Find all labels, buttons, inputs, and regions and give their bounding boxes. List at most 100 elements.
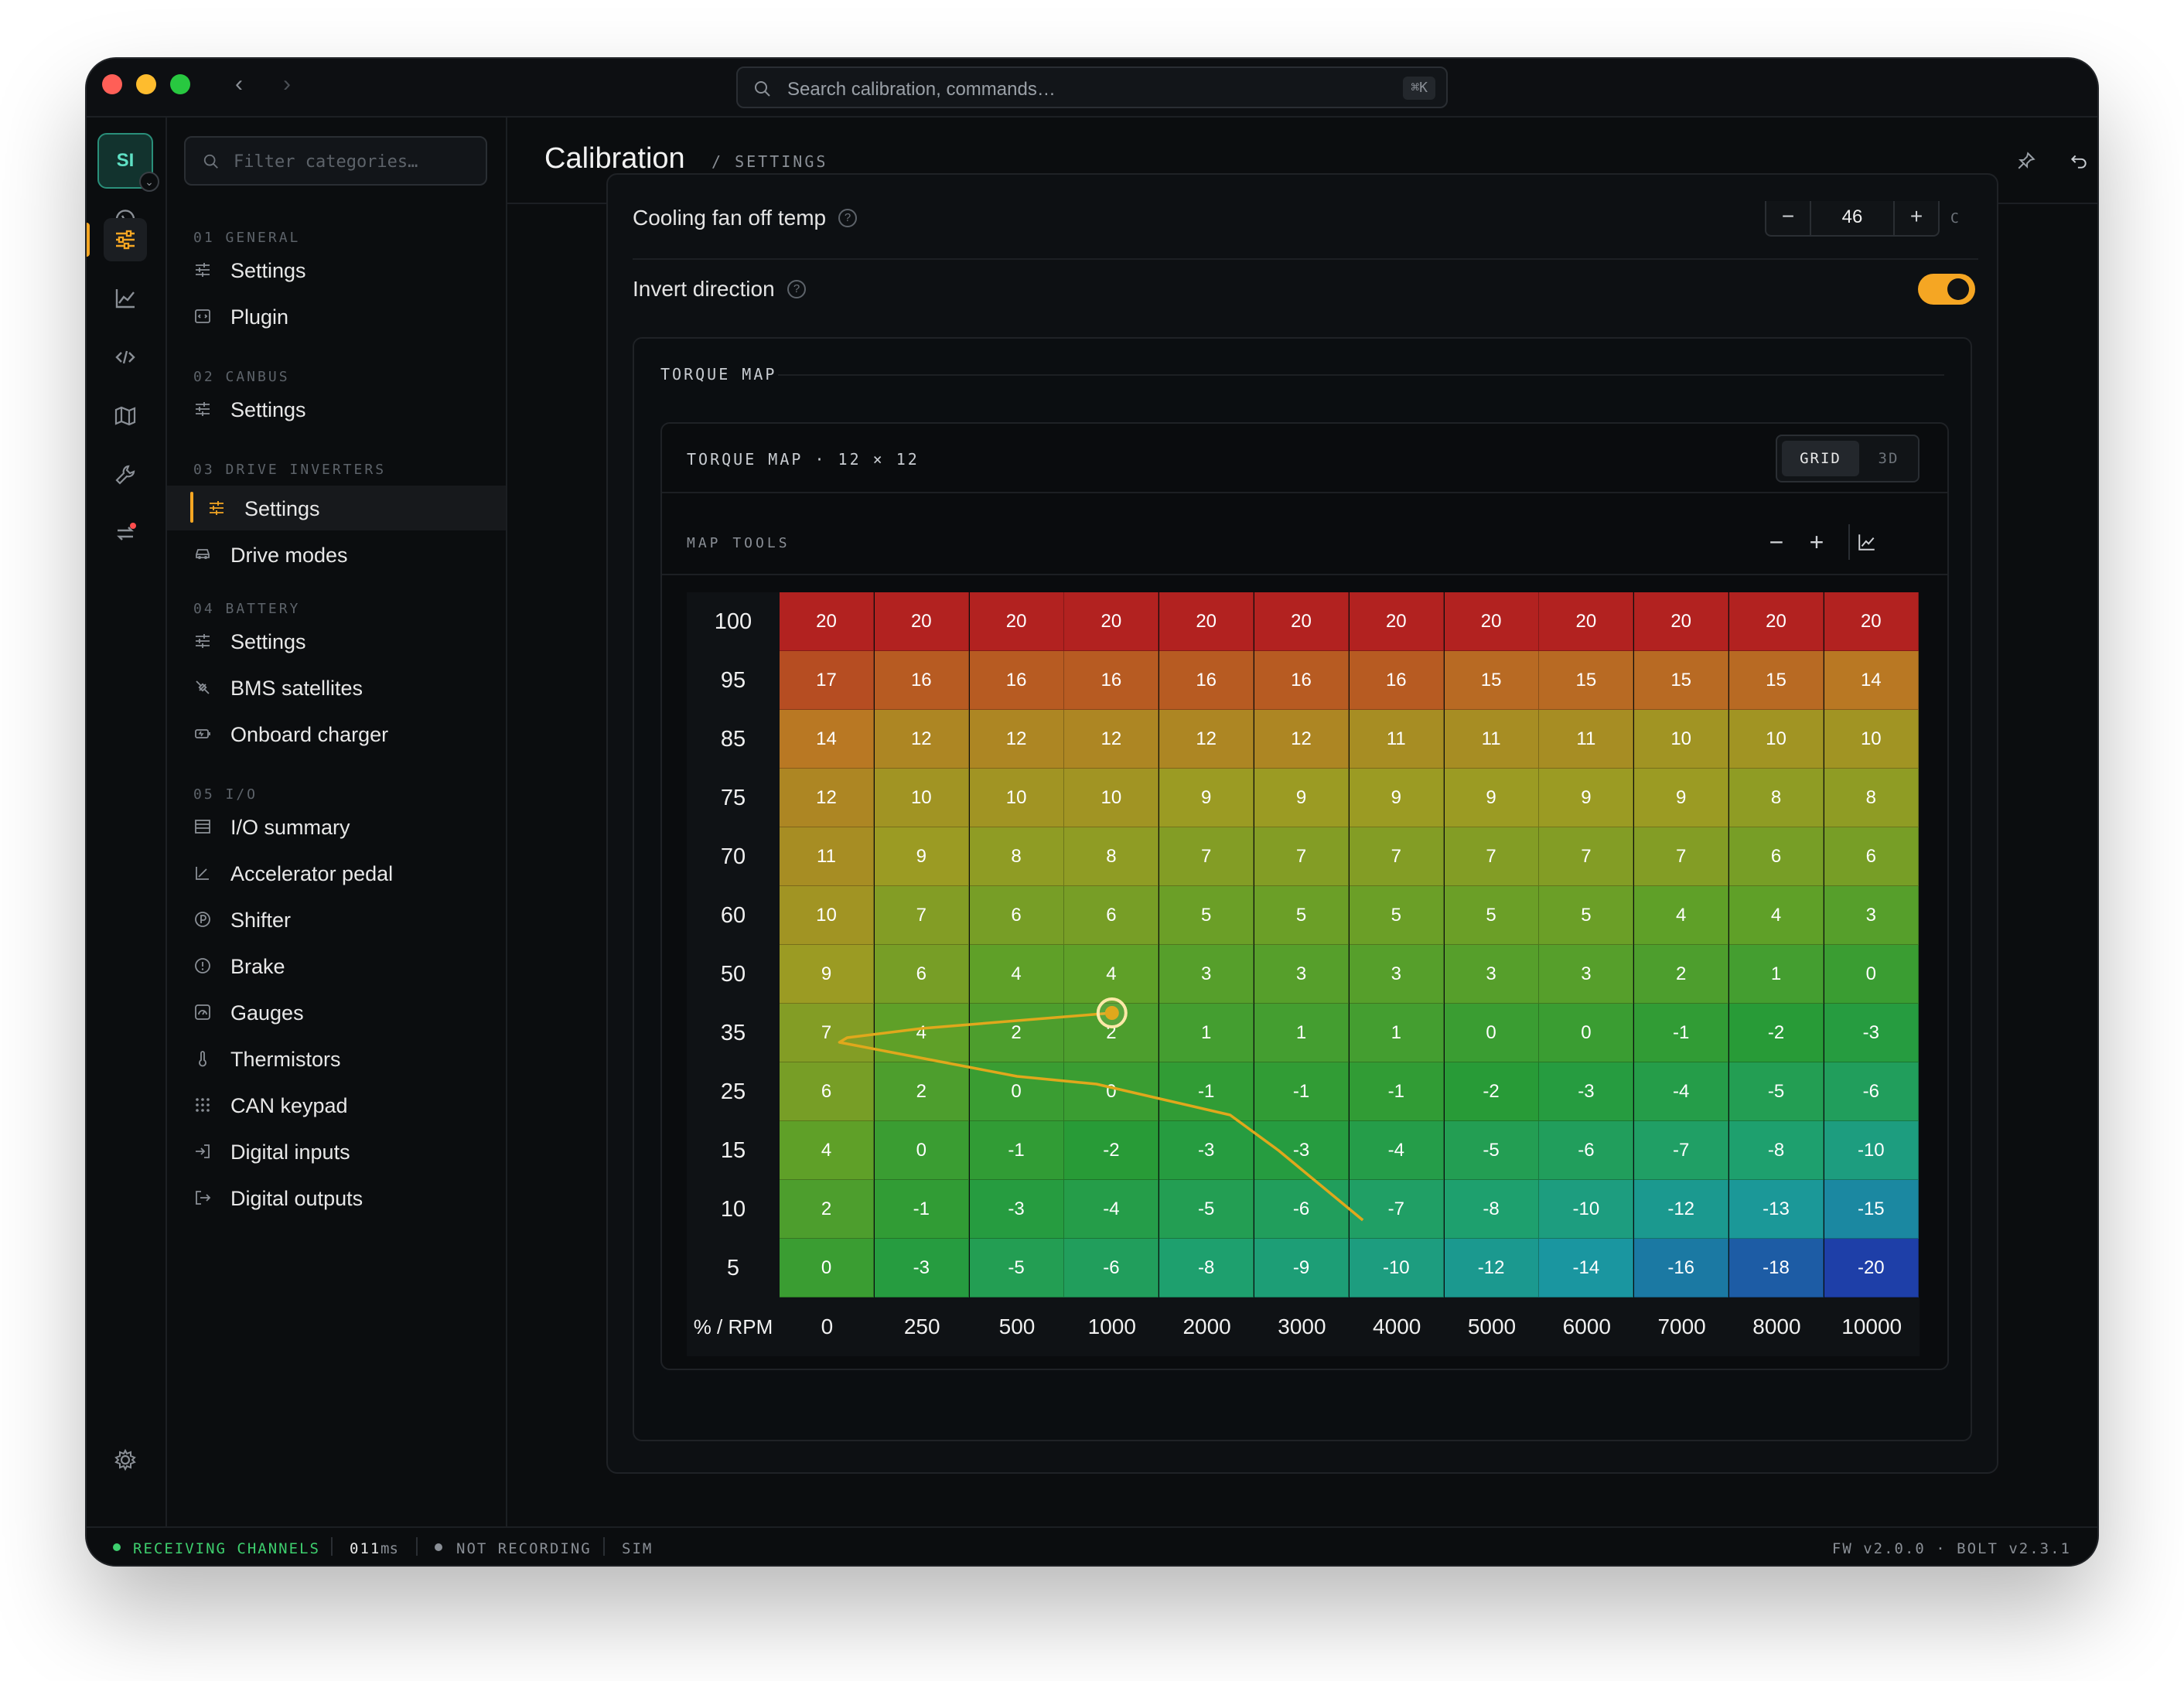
breadcrumb[interactable]: / SETTINGS (712, 152, 828, 171)
torque-cell[interactable]: -5 (1444, 1121, 1539, 1180)
torque-cell[interactable]: -4 (1634, 1062, 1729, 1121)
sidebar-item-digital-outputs[interactable]: Digital outputs (167, 1175, 506, 1220)
torque-cell[interactable]: -1 (1254, 1062, 1349, 1121)
torque-cell[interactable]: -7 (1634, 1121, 1729, 1180)
torque-cell[interactable]: -8 (1159, 1239, 1254, 1297)
minimize-window-button[interactable] (136, 74, 156, 94)
torque-cell[interactable]: 20 (874, 592, 969, 651)
avatar[interactable]: SI (97, 133, 153, 189)
torque-cell[interactable]: 16 (1254, 651, 1349, 710)
torque-cell[interactable]: 11 (780, 827, 874, 886)
rail-code-button[interactable] (104, 336, 147, 379)
sidebar-item-general-settings[interactable]: Settings (167, 247, 506, 292)
torque-cell[interactable]: 20 (1159, 592, 1254, 651)
increment-button[interactable]: + (1909, 204, 1923, 228)
close-window-button[interactable] (102, 74, 122, 94)
torque-cell[interactable]: 20 (1254, 592, 1349, 651)
torque-cell[interactable]: 4 (969, 945, 1064, 1004)
torque-cell[interactable]: 6 (1824, 827, 1919, 886)
torque-cell[interactable]: 9 (1349, 769, 1444, 827)
torque-cell[interactable]: -6 (1539, 1121, 1634, 1180)
sidebar-item-digital-inputs[interactable]: Digital inputs (167, 1129, 506, 1174)
torque-cell[interactable]: 7 (1349, 827, 1444, 886)
torque-cell[interactable]: 9 (1634, 769, 1729, 827)
torque-cell[interactable]: 12 (1064, 710, 1159, 769)
torque-cell[interactable]: -16 (1634, 1239, 1729, 1297)
torque-cell[interactable]: 20 (780, 592, 874, 651)
torque-cell[interactable]: 6 (969, 886, 1064, 945)
chart-view-button[interactable] (1848, 524, 1884, 560)
torque-cell[interactable]: 2 (780, 1180, 874, 1239)
torque-cell[interactable]: 9 (1159, 769, 1254, 827)
fan-off-temp-stepper[interactable]: − 46 + (1765, 201, 1940, 237)
torque-cell[interactable]: 2 (1064, 1004, 1159, 1062)
sidebar-item-inverter-settings[interactable]: Settings (167, 486, 506, 530)
torque-cell[interactable]: 1 (1729, 945, 1824, 1004)
torque-cell[interactable]: 7 (1444, 827, 1539, 886)
torque-cell[interactable]: -7 (1349, 1180, 1444, 1239)
torque-cell[interactable]: -10 (1349, 1239, 1444, 1297)
torque-cell[interactable]: 20 (1349, 592, 1444, 651)
torque-cell[interactable]: -1 (1159, 1062, 1254, 1121)
torque-cell[interactable]: 1 (1159, 1004, 1254, 1062)
command-search[interactable]: Search calibration, commands… ⌘K (736, 66, 1448, 108)
torque-cell[interactable]: 9 (1444, 769, 1539, 827)
torque-cell[interactable]: 0 (1539, 1004, 1634, 1062)
torque-cell[interactable]: 4 (874, 1004, 969, 1062)
torque-cell[interactable]: 20 (1064, 592, 1159, 651)
torque-cell[interactable]: -10 (1539, 1180, 1634, 1239)
torque-cell[interactable]: 8 (1729, 769, 1824, 827)
torque-cell[interactable]: 16 (874, 651, 969, 710)
torque-cell[interactable]: 11 (1539, 710, 1634, 769)
zoom-window-button[interactable] (170, 74, 190, 94)
torque-cell[interactable]: 5 (1159, 886, 1254, 945)
torque-cell[interactable]: 2 (969, 1004, 1064, 1062)
torque-cell[interactable]: 7 (874, 886, 969, 945)
torque-cell[interactable]: 12 (1254, 710, 1349, 769)
help-icon[interactable]: ? (787, 280, 806, 298)
torque-cell[interactable]: 12 (874, 710, 969, 769)
torque-cell[interactable]: 4 (1729, 886, 1824, 945)
torque-cell[interactable]: -3 (1539, 1062, 1634, 1121)
torque-cell[interactable]: -3 (1159, 1121, 1254, 1180)
torque-cell[interactable]: 9 (874, 827, 969, 886)
torque-cell[interactable]: 20 (969, 592, 1064, 651)
pin-button[interactable] (2009, 144, 2043, 178)
torque-cell[interactable]: 3 (1824, 886, 1919, 945)
sidebar-item-gauges[interactable]: Gauges (167, 990, 506, 1035)
torque-cell[interactable]: 0 (780, 1239, 874, 1297)
torque-cell[interactable]: -9 (1254, 1239, 1349, 1297)
torque-cell[interactable]: 7 (780, 1004, 874, 1062)
torque-cell[interactable]: 8 (969, 827, 1064, 886)
torque-cell[interactable]: -1 (874, 1180, 969, 1239)
torque-cell[interactable]: 1 (1349, 1004, 1444, 1062)
torque-cell[interactable]: 6 (1729, 827, 1824, 886)
torque-cell[interactable]: 17 (780, 651, 874, 710)
torque-cell[interactable]: 7 (1634, 827, 1729, 886)
torque-cell[interactable]: 0 (1064, 1062, 1159, 1121)
torque-cell[interactable]: 8 (1064, 827, 1159, 886)
torque-cell[interactable]: -1 (969, 1121, 1064, 1180)
help-icon[interactable]: ? (838, 209, 857, 227)
decrement-button[interactable]: − (1781, 204, 1795, 228)
torque-cell[interactable]: 10 (969, 769, 1064, 827)
torque-cell[interactable]: -15 (1824, 1180, 1919, 1239)
torque-cell[interactable]: -6 (1824, 1062, 1919, 1121)
rail-settings-button[interactable] (104, 1438, 147, 1482)
torque-cell[interactable]: -1 (1634, 1004, 1729, 1062)
rail-tools-button[interactable] (104, 453, 147, 496)
torque-cell[interactable]: 10 (1729, 710, 1824, 769)
torque-cell[interactable]: -14 (1539, 1239, 1634, 1297)
torque-cell[interactable]: 7 (1539, 827, 1634, 886)
torque-cell[interactable]: 5 (1539, 886, 1634, 945)
filter-categories-input[interactable]: Filter categories… (184, 136, 487, 186)
torque-cell[interactable]: -13 (1729, 1180, 1824, 1239)
sidebar-item-drive-modes[interactable]: Drive modes (167, 532, 506, 577)
view-grid-tab[interactable]: GRID (1782, 441, 1859, 476)
torque-cell[interactable]: -6 (1254, 1180, 1349, 1239)
torque-cell[interactable]: -5 (1159, 1180, 1254, 1239)
torque-cell[interactable]: 10 (780, 886, 874, 945)
torque-cell[interactable]: 14 (780, 710, 874, 769)
sidebar-item-thermistors[interactable]: Thermistors (167, 1036, 506, 1081)
sidebar-item-brake[interactable]: Brake (167, 943, 506, 988)
